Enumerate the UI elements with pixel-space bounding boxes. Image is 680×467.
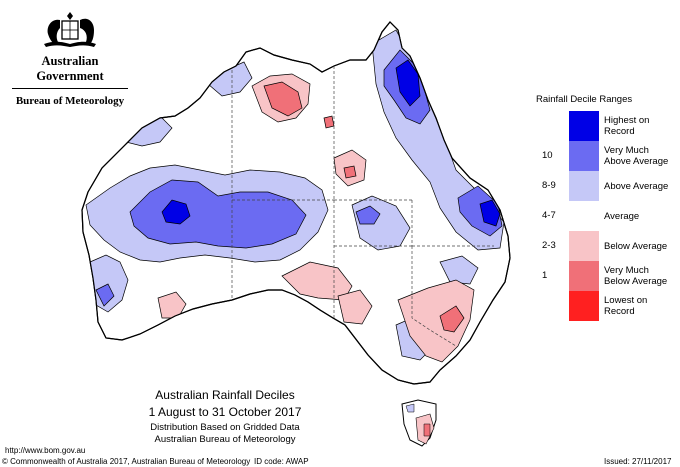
map-distribution: Distribution Based on Gridded Data (150, 422, 300, 433)
legend-swatch (569, 201, 599, 231)
legend-title: Rainfall Decile Ranges (536, 94, 633, 105)
highest-on-record-west (161, 199, 191, 225)
legend-swatch (569, 171, 599, 201)
legend-label: Lowest on Record (604, 295, 648, 317)
below-average-nsw-vic (397, 279, 475, 363)
very-much-above-southwest (95, 283, 115, 307)
legend-label: Average (604, 210, 640, 222)
legend-swatch (569, 231, 599, 261)
very-much-above-interior (355, 205, 381, 225)
map-title: Australian Rainfall Deciles (155, 388, 295, 402)
legend-row: 8-9 Above Average (536, 171, 676, 201)
legend-row: 2-3 Below Average (536, 231, 676, 261)
above-average-coast-east (439, 255, 479, 285)
legend-swatch (569, 141, 599, 171)
map-period: 1 August to 31 October 2017 (148, 405, 302, 419)
copyright-text: © Commonwealth of Australia 2017, Austra… (2, 457, 251, 466)
legend-label: Very Much Below Average (604, 265, 668, 287)
government-logo: Australian Government Bureau of Meteorol… (10, 12, 130, 107)
legend-swatch (569, 291, 599, 321)
legend-row: 1 Very Much Below Average (536, 261, 676, 291)
very-much-below-north (323, 115, 335, 129)
legend-row: 10 Very Much Above Average (536, 141, 676, 171)
decile-legend: Rainfall Decile Ranges Highest on Record… (536, 94, 676, 321)
state-borders (231, 66, 494, 347)
legend-code: 2-3 (542, 240, 556, 251)
highest-on-record-coast (479, 199, 501, 227)
legend-label: Above Average (604, 180, 669, 192)
below-average-north-wa (281, 33, 307, 51)
bureau-name: Bureau of Meteorology (15, 95, 125, 107)
map-caption: Australian Rainfall Deciles 1 August to … (110, 388, 340, 445)
australia-coastline (81, 21, 511, 385)
legend-label: Very Much Above Average (604, 145, 669, 167)
id-code: ID code: AWAP (254, 457, 309, 466)
government-name: Australian Government (36, 54, 104, 83)
legend-label: Highest on Record (604, 115, 650, 137)
legend-row: Lowest on Record (536, 291, 676, 321)
legend-row: Highest on Record (536, 111, 676, 141)
highest-on-record-queensland (395, 59, 421, 107)
tasmania-above-average (405, 403, 415, 413)
very-much-above-northwest (167, 69, 195, 87)
logo-divider (12, 88, 128, 89)
very-much-below-nsw (439, 305, 465, 333)
legend-label: Below Average (604, 240, 668, 252)
coat-of-arms-icon (44, 12, 96, 47)
very-much-below-central (343, 165, 357, 179)
map-agency: Australian Bureau of Meteorology (154, 434, 296, 445)
very-much-below-top-end (263, 81, 303, 117)
bom-url[interactable]: http://www.bom.gov.au (5, 446, 86, 455)
legend-swatch (569, 261, 599, 291)
legend-code: 8-9 (542, 180, 556, 191)
legend-code: 4-7 (542, 210, 556, 221)
tasmania-very-much-below (423, 423, 431, 437)
legend-row: 4-7 Average (536, 201, 676, 231)
issued-date: Issued: 27/11/2017 (604, 457, 672, 466)
legend-code: 1 (542, 270, 548, 281)
legend-code: 10 (542, 150, 553, 161)
legend-swatch (569, 111, 599, 141)
below-average-sa (337, 289, 373, 325)
very-much-above-west (129, 179, 307, 249)
below-average-southwest (157, 291, 187, 319)
